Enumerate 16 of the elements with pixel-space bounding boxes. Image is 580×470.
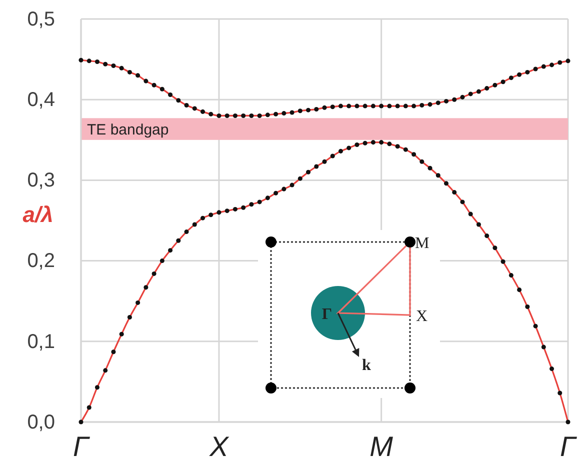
band-label: TE bandgap [87,121,169,138]
x-tick-label: Γ [73,430,90,462]
y-tick-label: 0,5 [27,8,55,30]
annotation: X [416,308,428,325]
x-tick-label: Γ [560,430,578,462]
y-tick-label: 0,1 [27,330,55,353]
x-tick-label: M [370,430,394,462]
y-tick-label: 0,3 [27,170,55,192]
annotation: k [362,357,371,374]
annotation: Γ [322,306,332,323]
y-tick-label: 0,0 [27,411,55,434]
x-tick-label: X [208,430,230,462]
annotation: M [415,235,430,252]
y-tick-label: 0,4 [27,89,55,111]
y-axis-title: a/λ [22,202,54,227]
y-tick-label: 0,2 [27,250,55,272]
